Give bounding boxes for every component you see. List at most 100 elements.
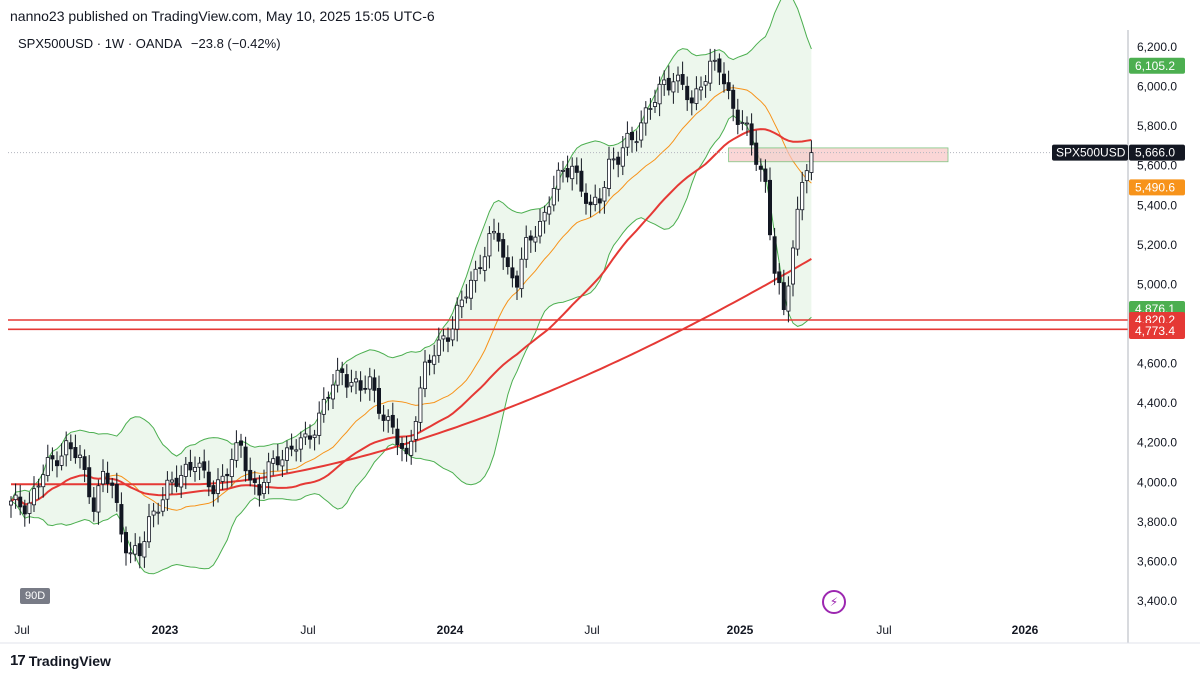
candle [18,484,23,516]
interval-badge[interactable]: 90D [20,588,51,604]
candle [381,405,386,432]
candle [450,316,455,347]
candle [156,502,161,525]
candle [8,496,13,518]
candle [225,468,230,489]
candle [459,290,464,319]
candle [68,434,73,461]
y-tick-label: 5,400.0 [1137,198,1177,212]
candle [800,171,805,221]
candle [639,110,644,148]
candle [289,433,294,457]
candle [528,230,533,253]
candle [745,116,750,137]
candle [616,151,621,178]
lightning-icon[interactable]: ⚡ [822,590,846,614]
y-tick-label: 5,600.0 [1137,159,1177,173]
y-tick-label: 4,200.0 [1137,436,1177,450]
candle [280,449,285,477]
candle [676,66,681,93]
bb-band-fill [11,0,812,574]
bb-basis-label: 5,490.6 [1129,179,1185,196]
candle [413,416,418,453]
candle [473,260,478,293]
candle [482,246,487,282]
axes-layer: 6,200.0 6,000.0 5,800.0 5,600.0 5,400.0 5,200… [0,30,1200,644]
candle [588,194,593,218]
symbol-legend[interactable]: SPX500USD · 1W · OANDA −23.8 (−0.42%) [18,36,281,51]
candle [533,225,538,252]
candle [418,376,423,432]
tradingview-brand[interactable]: 17 TradingView [10,652,111,669]
candle [105,461,110,493]
candle [597,188,602,214]
candle [689,90,694,116]
candle [188,449,193,478]
candle [795,196,800,256]
candle [786,276,791,323]
candle [671,72,676,104]
candle [142,531,147,568]
candle [266,452,271,495]
candle [749,113,754,156]
candle [427,354,432,376]
svg-text:5,490.6: 5,490.6 [1135,180,1175,194]
candle [151,502,156,528]
candle [653,89,658,114]
x-tick-label: Jul [14,623,29,637]
candle [41,464,46,498]
candle [192,456,197,482]
candle [542,205,547,234]
candle [468,271,473,310]
candle [634,130,639,152]
candle [45,444,50,482]
candle [303,421,308,446]
candle [13,483,18,509]
candle [317,401,322,445]
candle [211,480,216,507]
candle [238,433,243,458]
candle [321,387,326,423]
y-tick-label: 5,800.0 [1137,119,1177,133]
candle [367,367,372,401]
candle [78,444,83,469]
candle [630,126,635,153]
candle [146,503,151,548]
candle [809,140,814,181]
candle [349,369,354,393]
y-tick-label: 3,800.0 [1137,515,1177,529]
y-tick-label: 4,400.0 [1137,396,1177,410]
candle [510,256,515,288]
candle [478,254,483,275]
candle [538,208,543,244]
x-tick-label: Jul [300,623,315,637]
candle [335,357,340,393]
bb-upper-label: 6,105.2 [1129,57,1185,74]
x-tick-label: 2026 [1012,623,1039,637]
x-tick-label: Jul [584,623,599,637]
candle [101,459,106,493]
brand-label: TradingView [28,652,111,669]
candle [432,344,437,375]
candle [445,327,450,353]
publish-info: nanno23 published on TradingView.com, Ma… [10,8,435,24]
candle [73,434,78,464]
bb-upper-line [10,0,812,502]
candle [561,160,566,183]
candle [372,369,377,403]
candle [409,429,414,465]
candle [376,375,381,420]
x-tick-label: 2024 [437,623,464,637]
candle [50,447,55,472]
candle [422,350,427,398]
candle [252,470,257,495]
candle [284,440,289,473]
candle [685,76,690,111]
candle [160,486,165,517]
candle [791,240,796,297]
candle [547,196,552,225]
candle [27,492,32,524]
candle [491,218,496,240]
candle [82,449,87,483]
